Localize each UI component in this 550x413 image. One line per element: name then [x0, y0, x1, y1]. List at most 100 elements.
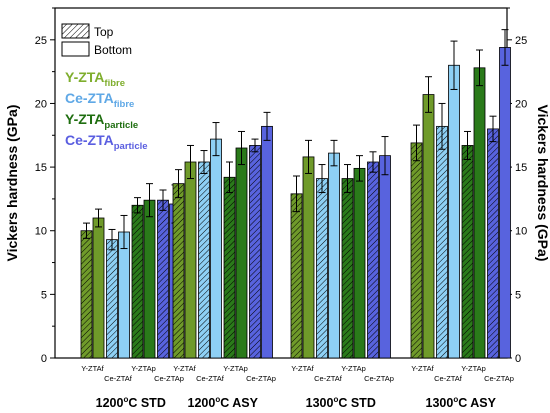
bar-bottom-y-ztap-fill — [473, 67, 486, 359]
bar-bottom-ce-ztap-fill — [499, 47, 511, 359]
series-label-main: Ce-ZTA — [65, 132, 114, 148]
y-tick-label-left: 25 — [35, 35, 47, 47]
bar-bottom-y-ztap — [235, 130, 248, 359]
bar-bottom-ce-ztap — [261, 111, 273, 359]
bar-top-ce-ztap-hatch — [157, 200, 169, 358]
bar-top-ce-ztap — [487, 115, 499, 359]
group-label-rest: C STD — [128, 396, 166, 410]
bar-category-label: Ce-ZTAp — [364, 374, 394, 383]
bar-top-ce-ztaf — [106, 228, 118, 359]
bar-top-ce-ztap-hatch — [249, 145, 261, 358]
bar-top-y-ztaf-hatch — [411, 142, 422, 358]
bars-layer — [80, 29, 511, 359]
bar-top-ce-ztaf-hatch — [198, 162, 210, 358]
bar-top-y-ztap — [461, 130, 474, 359]
bar-bottom-ce-ztaf — [448, 40, 460, 359]
bar-category-label: Ce-ZTAp — [246, 374, 276, 383]
y-tick-label-right: 20 — [515, 98, 527, 110]
bar-top-ce-ztap-hatch — [367, 162, 379, 358]
bar-bottom-ce-ztaf-fill — [328, 152, 340, 359]
group-label-degree: o — [453, 395, 458, 404]
bar-top-y-ztaf — [410, 124, 423, 359]
legend-swatch-top — [61, 23, 90, 39]
bar-category-label: Y-ZTAf — [291, 364, 314, 373]
legend-label-bottom: Bottom — [94, 43, 132, 57]
bar-category-label: Ce-ZTAf — [434, 374, 463, 383]
group-label-temp: 1300 — [426, 396, 454, 410]
bar-bottom-ce-ztap — [379, 136, 391, 359]
series-label-sub: fibre — [104, 78, 125, 89]
bar-top-y-ztaf-hatch — [291, 193, 302, 358]
group-label: 1300oC STD — [306, 395, 376, 410]
series-label-ce-zta-fibre: Ce-ZTAfibre — [65, 90, 134, 110]
series-label-main: Y-ZTA — [65, 111, 104, 127]
y-tick-label-left: 15 — [35, 162, 47, 174]
bar-top-ce-ztaf — [198, 150, 210, 359]
y-tick-label-right: 15 — [515, 162, 527, 174]
legend-label-top: Top — [94, 25, 114, 39]
bar-category-label: Ce-ZTAf — [314, 374, 343, 383]
group-labels-layer: 1200oC STD 1200oC ASY 1300oC STD 1300oC ASY — [96, 395, 497, 410]
group-label-degree: o — [333, 395, 338, 404]
bar-top-y-ztaf-hatch — [81, 230, 92, 358]
group-label-degree: o — [215, 395, 220, 404]
series-labels: Y-ZTAfibre Ce-ZTAfibre Y-ZTAparticle Ce-… — [65, 69, 148, 152]
group-label-temp: 1300 — [306, 396, 334, 410]
group-label-rest: C ASY — [458, 396, 496, 410]
group-label: 1200oC ASY — [188, 395, 259, 410]
bar-bottom-y-ztaf-fill — [302, 156, 315, 359]
bar-top-ce-ztaf-hatch — [436, 126, 448, 358]
bar-bottom-y-ztaf-fill — [92, 217, 105, 359]
group-label-temp: 1200 — [188, 396, 216, 410]
y-axis-title-left: Vickers hardness (GPa) — [4, 105, 20, 262]
y-tick-label-right: 5 — [515, 289, 521, 301]
bar-category-label: Ce-ZTAp — [484, 374, 514, 383]
bar-bottom-y-ztaf-fill — [422, 94, 435, 359]
bar-bottom-y-ztap-fill — [235, 147, 248, 359]
bar-bottom-ce-ztaf — [118, 214, 130, 359]
bar-bottom-y-ztap-fill — [143, 199, 156, 359]
bar-top-y-ztaf — [172, 169, 185, 359]
bar-top-ce-ztaf-hatch — [106, 239, 118, 358]
y-tick-label-right: 25 — [515, 35, 527, 47]
y-tick-label-right: 0 — [515, 353, 521, 365]
group-label: 1300oC ASY — [426, 395, 497, 410]
bar-category-label: Y-ZTAf — [81, 364, 104, 373]
series-label-y-zta-fibre: Y-ZTAfibre — [65, 69, 125, 89]
bar-top-ce-ztaf-hatch — [316, 178, 328, 358]
legend: Top Bottom — [61, 23, 132, 57]
y-tick-label-right: 10 — [515, 226, 527, 238]
group-label-rest: C ASY — [220, 396, 258, 410]
bar-bottom-y-ztap — [143, 183, 156, 359]
bar-top-ce-ztap — [157, 189, 169, 359]
bar-top-y-ztap — [341, 164, 354, 359]
legend-swatch-bottom — [61, 41, 90, 57]
bar-bottom-y-ztap — [473, 49, 486, 359]
series-label-ce-zta-particle: Ce-ZTAparticle — [65, 132, 148, 152]
bar-top-y-ztap-hatch — [224, 177, 235, 358]
y-axis-left: 0 5 10 15 20 25 — [35, 7, 55, 365]
bar-top-y-ztap-hatch — [132, 205, 143, 358]
bar-bottom-ce-ztaf-fill — [210, 138, 222, 359]
bar-top-ce-ztap-hatch — [487, 128, 499, 358]
bar-category-label: Y-ZTAp — [341, 364, 366, 373]
bar-category-label: Ce-ZTAf — [196, 374, 225, 383]
bar-top-ce-ztap — [367, 151, 379, 359]
bar-bottom-ce-ztaf — [328, 139, 340, 359]
series-label-sub: particle — [104, 120, 138, 131]
bar-top-ce-ztaf — [316, 164, 328, 359]
group-label-rest: C STD — [338, 396, 376, 410]
bar-category-label: Y-ZTAp — [461, 364, 486, 373]
bar-top-y-ztap — [223, 161, 236, 359]
bar-labels-layer: Y-ZTAfCe-ZTAfY-ZTApCe-ZTApY-ZTAfCe-ZTAfY… — [81, 364, 514, 383]
bar-category-label: Y-ZTAp — [131, 364, 156, 373]
group-label-temp: 1200 — [96, 396, 124, 410]
bar-top-y-ztap — [131, 197, 144, 359]
y-tick-label-left: 20 — [35, 98, 47, 110]
y-tick-label-left: 10 — [35, 226, 47, 238]
series-label-y-zta-particle: Y-ZTAparticle — [65, 111, 138, 131]
bar-bottom-y-ztaf — [184, 144, 197, 359]
bar-top-ce-ztaf — [436, 102, 448, 359]
series-label-main: Y-ZTA — [65, 69, 104, 85]
bar-category-label: Ce-ZTAp — [154, 374, 184, 383]
